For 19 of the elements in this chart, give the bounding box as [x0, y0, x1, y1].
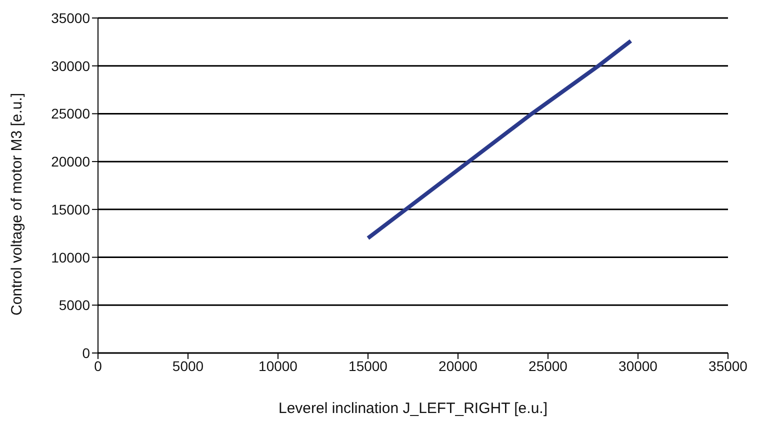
y-tick-label: 30000 [51, 58, 90, 74]
y-tick-label: 25000 [51, 106, 90, 122]
x-axis-title: Leverel inclination J_LEFT_RIGHT [e.u.] [278, 400, 548, 417]
y-tick-label: 35000 [51, 10, 90, 26]
line-series [366, 38, 633, 240]
y-tick-label: 15000 [51, 201, 90, 218]
y-tick-label: 20000 [51, 154, 90, 170]
x-tick-label: 25000 [528, 358, 568, 374]
x-tick-label: 20000 [438, 358, 478, 374]
x-tick-label: 0 [94, 358, 102, 374]
x-tick-label: 5000 [172, 358, 204, 374]
x-tick-label: 15000 [348, 358, 388, 374]
x-tick-label: 10000 [258, 358, 298, 374]
y-tick-label: 10000 [51, 249, 90, 266]
y-tick-label: 0 [82, 344, 90, 361]
y-axis-title: Control voltage of motor M3 [e.u.] [8, 92, 26, 316]
x-tick-label: 30000 [618, 358, 658, 374]
y-tick-label: 5000 [58, 297, 90, 314]
x-tick-label: 35000 [708, 358, 748, 374]
